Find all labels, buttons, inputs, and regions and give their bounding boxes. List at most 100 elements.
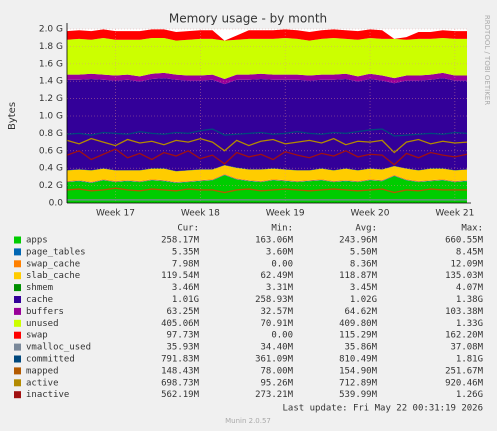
legend-swatch [14,367,21,375]
legend-stat: 118.87M [339,271,378,281]
legend-stat: 0.00 [271,259,293,269]
y-axis-label: Bytes [7,102,18,130]
legend-label: buffers [26,307,64,317]
line [66,137,468,154]
legend-stat: 8.36M [350,259,378,269]
legend-stat: 539.99M [339,390,378,400]
legend-label: vmalloc_used [26,343,91,353]
legend-stat: 810.49M [339,355,378,365]
legend-swatch [14,248,21,256]
legend-stat: 78.00M [260,366,293,376]
legend-swatch [14,355,21,363]
y-tick-label: 1.6 G [39,59,63,69]
legend-label: committed [26,355,75,365]
legend-stat: 1.02G [350,295,377,305]
area [67,174,467,183]
x-tick-label: Week 19 [266,209,305,219]
legend-header: Cur: [177,224,199,234]
legend-stat: 135.03M [445,271,484,281]
y-tick-label: 0.6 G [39,146,63,156]
legend-stat: 37.08M [450,343,483,353]
legend-stat: 64.62M [344,307,377,317]
legend-label: page_tables [26,247,86,257]
x-tick-label: Week 18 [181,209,220,219]
area [67,165,467,182]
legend-stat: 163.06M [255,236,294,246]
legend-label: apps [26,236,48,246]
lines [66,128,468,201]
legend-stat: 1.38G [456,295,483,305]
y-tick-label: 2.0 G [39,25,63,35]
legend-label: cache [26,295,53,305]
legend-swatch [14,331,21,339]
footer: Last update: Fri May 22 00:31:19 2026 [283,404,483,414]
legend-stat: 1.81G [456,355,483,365]
legend-stat: 70.91M [260,319,293,329]
legend-stat: 162.20M [445,331,484,341]
line [66,128,468,137]
version: Munin 2.0.57 [225,417,271,425]
legend-stat: 409.80M [339,319,378,329]
legend-swatch [14,391,21,399]
legend-header: Min: [271,224,293,234]
legend-stat: 12.09M [450,259,483,269]
y-tick-label: 1.4 G [39,77,63,87]
side-text: RRDTOOL / TOBI OETIKER [483,15,491,105]
y-tick-label: 0.4 G [39,164,63,174]
area [67,165,467,172]
legend-swatch [14,379,21,387]
legend-stat: 35.86M [344,343,377,353]
legend-stat: 3.46M [172,283,200,293]
legend-stat: 95.26M [260,378,293,388]
legend-stat: 273.21M [255,390,294,400]
areas [67,29,467,203]
legend-stat: 154.90M [339,366,378,376]
line [66,187,467,194]
legend-stat: 660.55M [445,236,484,246]
area [67,78,467,172]
legend-stat: 0.00 [271,331,293,341]
y-tick-label: 1.2 G [39,94,63,104]
y-tick-label: 1.8 G [39,42,63,52]
legend-swatch [14,319,21,327]
legend-stat: 3.45M [350,283,378,293]
legend-stat: 791.83M [161,355,200,365]
legend-label: unused [26,319,59,329]
legend-stat: 1.33G [456,319,483,329]
legend-swatch [14,343,21,351]
legend-stat: 34.40M [260,343,293,353]
legend-label: swap_cache [26,259,80,269]
legend-stat: 405.06M [161,319,200,329]
x-tick-label: Week 20 [351,209,390,219]
legend-stat: 251.67M [445,366,484,376]
legend-stat: 5.35M [172,247,200,257]
legend-label: mapped [26,366,59,376]
legend-stat: 562.19M [161,390,200,400]
area [67,29,467,41]
legend-stat: 712.89M [339,378,378,388]
y-tick-label: 1.0 G [39,112,63,122]
legend-stat: 5.50M [350,247,378,257]
legend-header: Avg: [355,224,377,234]
legend-stat: 7.98M [172,259,200,269]
legend-stat: 119.54M [161,271,200,281]
legend-stat: 698.73M [161,378,200,388]
legend-swatch [14,272,21,280]
legend-label: swap [26,331,48,341]
legend-stat: 361.09M [255,355,294,365]
legend-stat: 97.73M [166,331,199,341]
line [66,148,468,166]
x-tick-label: Week 17 [96,209,135,219]
area [67,174,467,183]
legend-stat: 148.43M [161,366,200,376]
legend-stat: 115.29M [339,331,378,341]
legend-stat: 3.60M [266,247,294,257]
legend-stat: 3.31M [266,283,294,293]
legend-stat: 1.26G [456,390,483,400]
legend-stat: 62.49M [260,271,293,281]
legend-swatch [14,296,21,303]
legend-swatch [14,284,21,292]
legend-label: inactive [26,390,69,400]
